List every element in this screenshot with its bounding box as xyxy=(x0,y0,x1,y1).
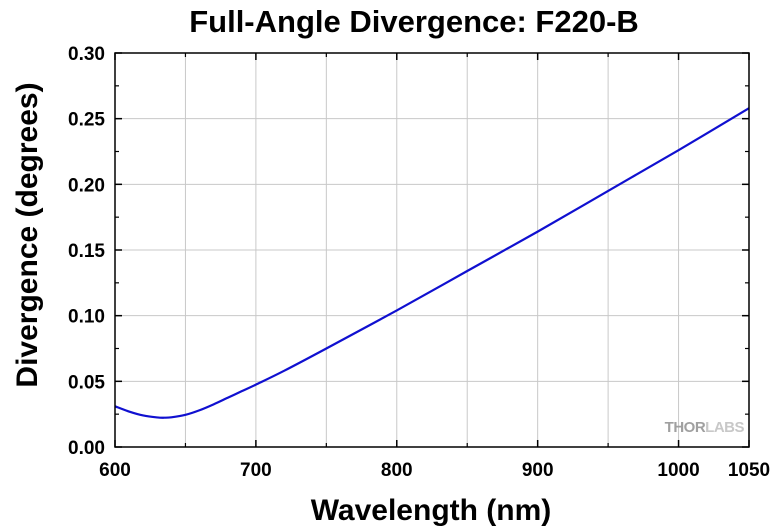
x-tick-labels: 600 700 800 900 1000 1050 xyxy=(99,460,770,481)
y-tick-label: 0.15 xyxy=(68,241,105,262)
y-tick-label: 0.30 xyxy=(68,44,105,65)
x-tick-label: 1050 xyxy=(728,460,770,481)
svg-text:THORLABS: THORLABS xyxy=(665,419,745,436)
y-axis-label: Divergence (degrees) xyxy=(11,82,44,387)
y-tick-label: 0.10 xyxy=(68,307,105,328)
chart-title: Full-Angle Divergence: F220-B xyxy=(189,4,639,39)
y-tick-label: 0.25 xyxy=(68,110,105,131)
logo-thor-text: THOR xyxy=(665,419,706,436)
series-line xyxy=(114,107,750,419)
x-tick-label: 900 xyxy=(522,460,554,481)
y-tick-label: 0.20 xyxy=(68,175,105,196)
y-tick-label: 0.05 xyxy=(68,372,105,393)
x-tick-label: 700 xyxy=(240,460,272,481)
y-tick-labels: 0.00 0.05 0.10 0.15 0.20 0.25 0.30 xyxy=(68,44,105,459)
thorlabs-logo: THORLABS xyxy=(665,419,745,436)
x-axis-label: Wavelength (nm) xyxy=(311,494,552,527)
x-tick-label: 800 xyxy=(381,460,413,481)
ticks xyxy=(114,52,750,448)
series-group xyxy=(114,107,750,419)
grid xyxy=(115,53,749,447)
y-tick-label: 0.00 xyxy=(68,438,105,459)
logo-labs-text: LABS xyxy=(705,419,744,436)
x-tick-label: 600 xyxy=(99,460,131,481)
x-tick-label: 1000 xyxy=(657,460,699,481)
